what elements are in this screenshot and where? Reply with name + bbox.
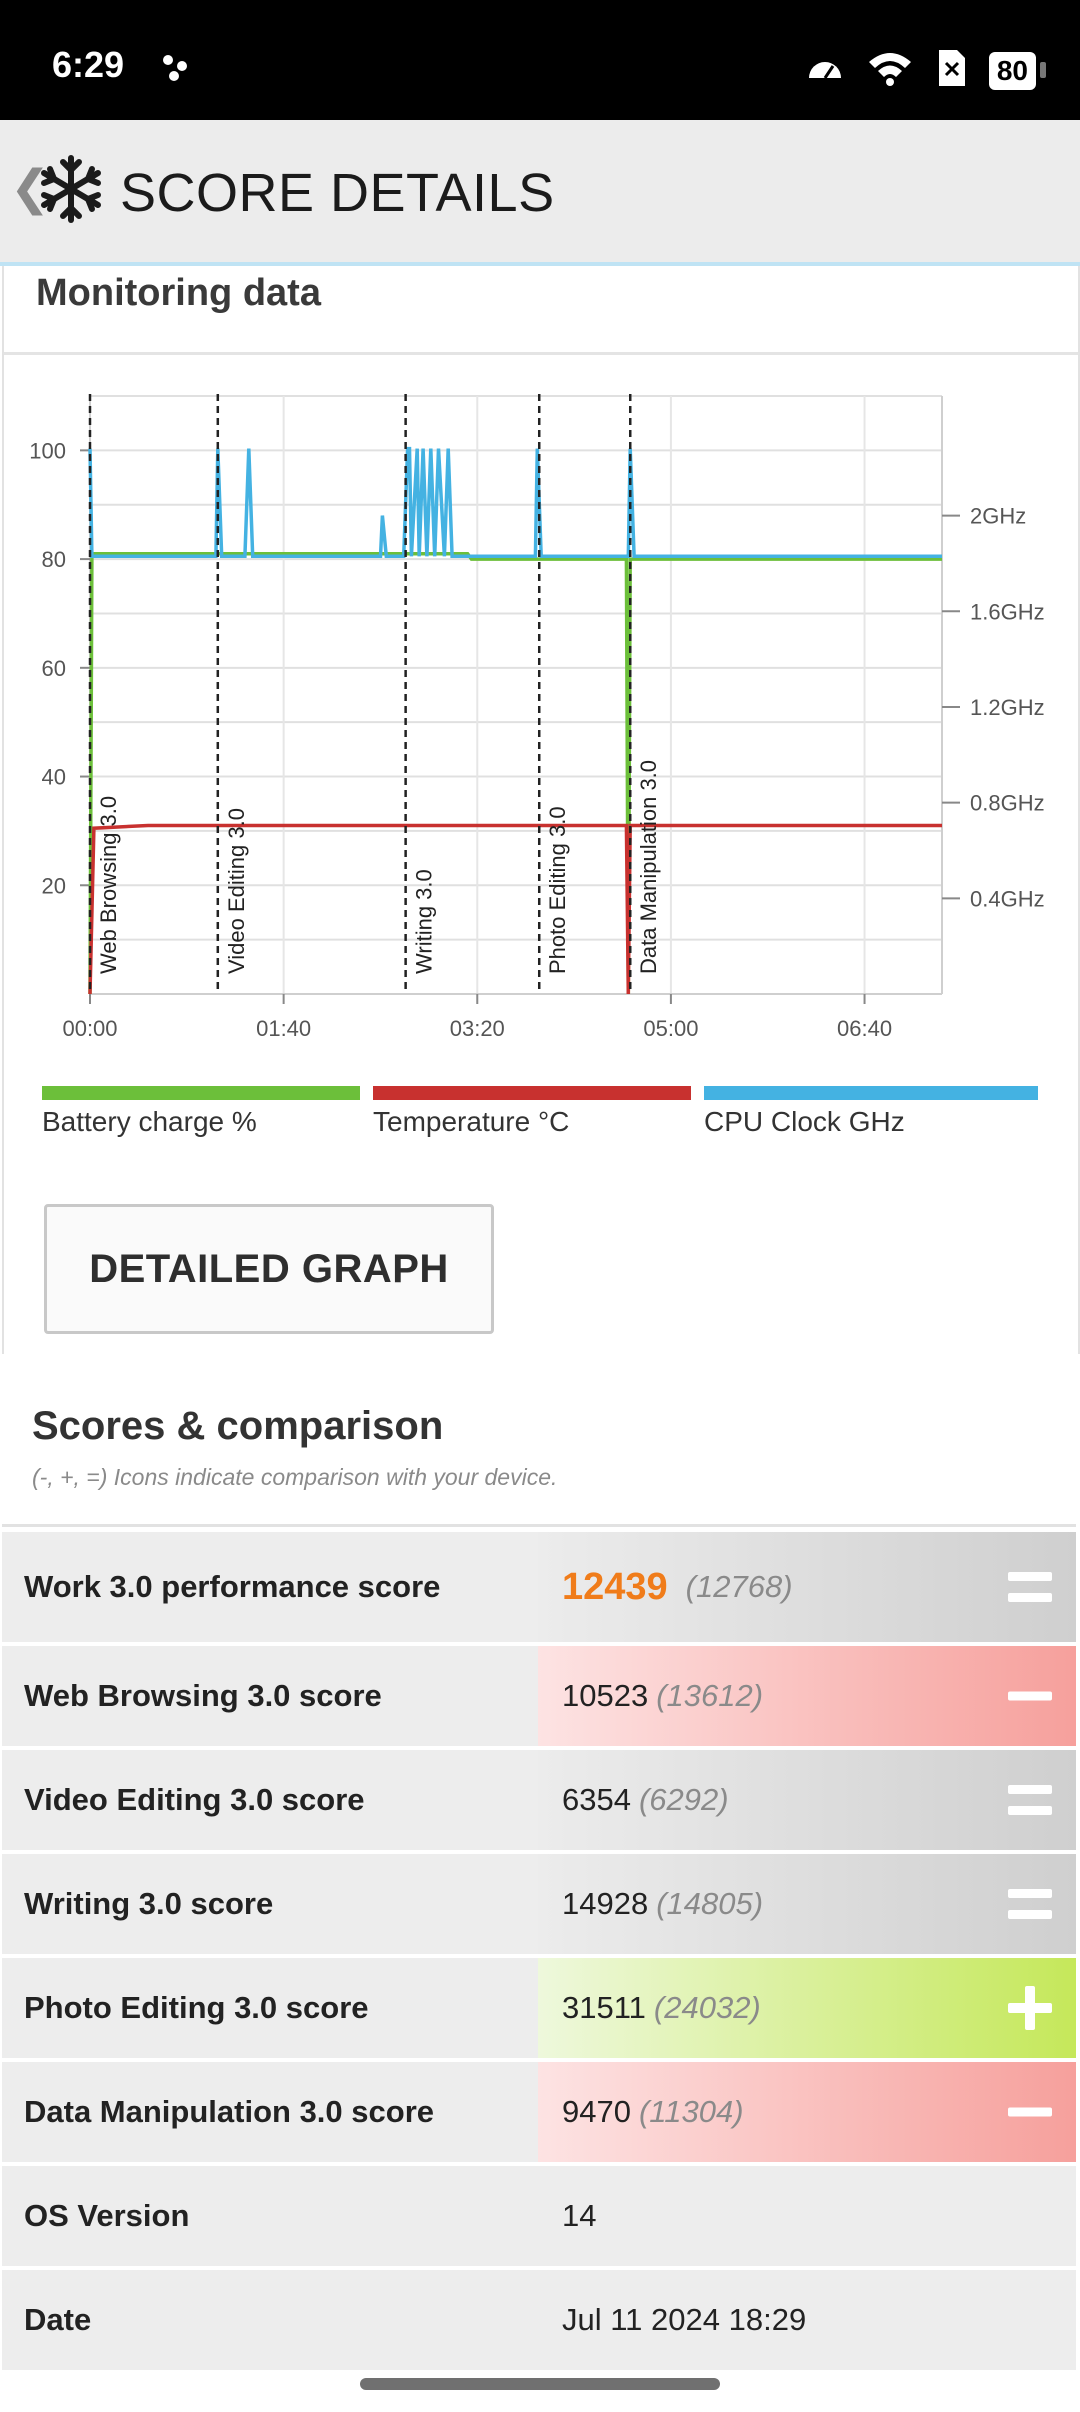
y-right-tick-label: 0.8GHz xyxy=(970,791,1045,816)
equal-icon xyxy=(1008,1889,1052,1919)
monitoring-chart-container: 100 80 60 40 20 2GHz 1.6GHz 1.2GHz 0.8GHz 0.4GHz 0… xyxy=(2,354,1080,1354)
y-left-tick-label: 100 xyxy=(29,438,66,463)
row-value-cell: 10523 (13612) xyxy=(538,1646,1076,1746)
score-row-work[interactable]: Work 3.0 performance score 12439 (12768) xyxy=(2,1532,1076,1642)
x-tick-label: 03:20 xyxy=(450,1016,505,1041)
y-left-tick-label: 40 xyxy=(42,765,66,790)
divider xyxy=(2,1524,1076,1527)
y-left-tick-label: 80 xyxy=(42,547,66,572)
row-value-cell: 14 xyxy=(538,2166,1076,2266)
test-marker-label: Web Browsing 3.0 xyxy=(96,796,121,974)
status-time: 6:29 xyxy=(52,44,125,85)
score-table: Work 3.0 performance score 12439 (12768)… xyxy=(2,1532,1076,2374)
snowflake-logo-icon[interactable] xyxy=(36,154,106,229)
legend-battery-label: Battery charge % xyxy=(42,1106,257,1137)
legend-temperature: Temperature °C xyxy=(373,1086,691,1146)
battery-indicator: 80 xyxy=(988,51,1047,90)
series-line-temperature-c xyxy=(88,823,942,995)
info-row-os-version: OS Version 14 xyxy=(2,2166,1076,2266)
row-value-cell: 9470 (11304) xyxy=(538,2062,1076,2162)
legend-battery-swatch xyxy=(42,1086,360,1100)
monitoring-title: Monitoring data xyxy=(36,272,321,314)
row-label: Work 3.0 performance score xyxy=(24,1569,441,1604)
equal-icon xyxy=(1008,1785,1052,1815)
speedometer-icon xyxy=(805,48,845,93)
score-row-web-browsing[interactable]: Web Browsing 3.0 score 10523 (13612) xyxy=(2,1646,1076,1746)
row-value-cell: Jul 11 2024 18:29 xyxy=(538,2270,1076,2370)
reference-score: (11304) xyxy=(638,2094,744,2129)
row-label: OS Version xyxy=(24,2198,190,2233)
legend-battery: Battery charge % xyxy=(42,1086,360,1146)
legend-cpu-clock-label: CPU Clock GHz xyxy=(704,1106,905,1137)
equal-icon xyxy=(1008,1572,1052,1602)
scores-title: Scores & comparison xyxy=(32,1404,444,1448)
y-right-tick-label: 1.6GHz xyxy=(970,599,1045,624)
score-row-photo-editing[interactable]: Photo Editing 3.0 score 31511 (24032) xyxy=(2,1958,1076,2058)
series-line-battery-charge xyxy=(88,551,942,995)
score-row-data-manipulation[interactable]: Data Manipulation 3.0 score 9470 (11304) xyxy=(2,2062,1076,2162)
score-row-video-editing[interactable]: Video Editing 3.0 score 6354 (6292) xyxy=(2,1750,1076,1850)
plus-icon xyxy=(1008,1986,1052,2030)
row-value-cell: 12439 (12768) xyxy=(538,1532,1076,1642)
y-left-tick-label: 20 xyxy=(42,873,66,898)
no-sim-icon xyxy=(935,48,967,93)
score-row-writing[interactable]: Writing 3.0 score 14928 (14805) xyxy=(2,1854,1076,1954)
info-row-date: Date Jul 11 2024 18:29 xyxy=(2,2270,1076,2370)
reference-score: (24032) xyxy=(653,1990,761,2025)
row-label: Video Editing 3.0 score xyxy=(24,1782,365,1817)
row-label: Web Browsing 3.0 score xyxy=(24,1678,382,1713)
monitoring-section-header: Monitoring data xyxy=(2,266,1080,355)
y-right-tick-label: 1.2GHz xyxy=(970,695,1045,720)
monitoring-chart: 100 80 60 40 20 2GHz 1.6GHz 1.2GHz 0.8GHz 0.4GHz 0… xyxy=(29,394,1045,1041)
legend-cpu-clock: CPU Clock GHz xyxy=(704,1086,1038,1146)
date-value: Jul 11 2024 18:29 xyxy=(562,2302,807,2337)
reference-score: (6292) xyxy=(638,1782,729,1817)
reference-score: (12768) xyxy=(685,1569,793,1604)
scores-subtitle: (-, +, =) Icons indicate comparison with… xyxy=(32,1464,558,1490)
status-bar: 6:29 80 xyxy=(0,0,1080,120)
legend-cpu-clock-swatch xyxy=(704,1086,1038,1100)
row-label: Writing 3.0 score xyxy=(24,1886,274,1921)
reference-score: (13612) xyxy=(656,1678,764,1713)
score-value: 14928 xyxy=(562,1886,649,1921)
score-value: 6354 xyxy=(562,1782,631,1817)
score-value: 9470 xyxy=(562,2094,631,2129)
detailed-graph-button[interactable]: DETAILED GRAPH xyxy=(44,1204,494,1334)
row-value-cell: 31511 (24032) xyxy=(538,1958,1076,2058)
status-icons: 80 xyxy=(805,48,1047,93)
plot-background xyxy=(90,396,942,994)
score-value: 10523 xyxy=(562,1678,649,1713)
minus-icon xyxy=(1008,2107,1052,2117)
os-version-value: 14 xyxy=(562,2198,597,2233)
test-marker-label: Data Manipulation 3.0 xyxy=(636,760,661,974)
x-tick-label: 05:00 xyxy=(643,1016,698,1041)
test-marker-label: Writing 3.0 xyxy=(412,869,437,974)
x-tick-label: 06:40 xyxy=(837,1016,892,1041)
row-label: Date xyxy=(24,2302,92,2337)
series-line-cpu-clock-ghz xyxy=(88,446,942,559)
legend-temperature-swatch xyxy=(373,1086,691,1100)
test-marker-label: Photo Editing 3.0 xyxy=(545,806,570,974)
y-left-tick-label: 60 xyxy=(42,656,66,681)
row-label: Photo Editing 3.0 score xyxy=(24,1990,369,2025)
y-right-tick-label: 0.4GHz xyxy=(970,886,1045,911)
legend-temperature-label: Temperature °C xyxy=(373,1106,570,1137)
overall-score-value: 12439 xyxy=(562,1565,668,1608)
row-value-cell: 14928 (14805) xyxy=(538,1854,1076,1954)
minus-icon xyxy=(1008,1691,1052,1701)
row-label: Data Manipulation 3.0 score xyxy=(24,2094,434,2129)
row-value-cell: 6354 (6292) xyxy=(538,1750,1076,1850)
app-header: ❮ SCORE DETAILS xyxy=(0,120,1080,266)
wifi-icon xyxy=(867,48,913,93)
home-indicator[interactable] xyxy=(360,2378,720,2390)
notification-dots-icon xyxy=(160,50,200,95)
page-title: SCORE DETAILS xyxy=(120,163,555,223)
score-value: 31511 xyxy=(562,1990,646,2025)
x-tick-label: 00:00 xyxy=(62,1016,117,1041)
reference-score: (14805) xyxy=(656,1886,764,1921)
y-right-tick-label: 2GHz xyxy=(970,504,1026,529)
x-tick-label: 01:40 xyxy=(256,1016,311,1041)
test-marker-label: Video Editing 3.0 xyxy=(224,808,249,974)
